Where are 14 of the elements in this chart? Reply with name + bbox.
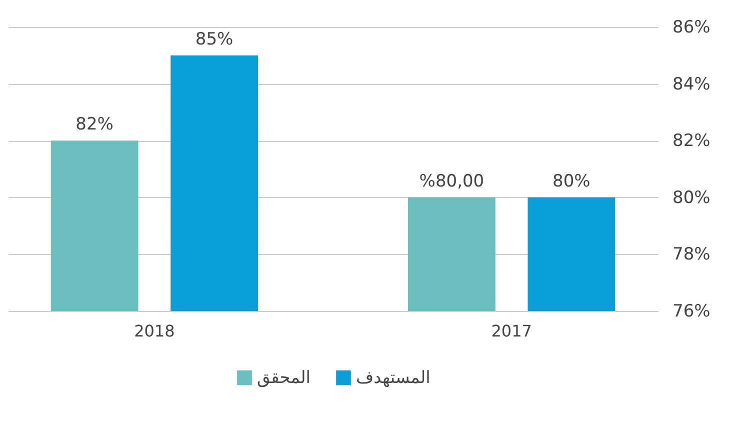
x-tick-label: 2017 [491,322,532,340]
data-label: 80% [552,171,590,192]
data-label: 85% [195,29,234,50]
y-tick-label: 78% [672,244,710,265]
y-tick-label: 82% [672,131,710,152]
y-tick-label: 80% [672,188,710,208]
y-tick-label: 86% [672,18,710,38]
data-label: 82% [76,114,114,135]
y-tick-label: 76% [672,302,710,322]
x-tick-label: 2018 [134,322,175,340]
legend-label: المحقق [257,368,310,388]
legend-label: المستهدف [356,368,430,388]
data-label: %80,00 [419,171,484,192]
y-tick-label: 84% [672,74,710,94]
